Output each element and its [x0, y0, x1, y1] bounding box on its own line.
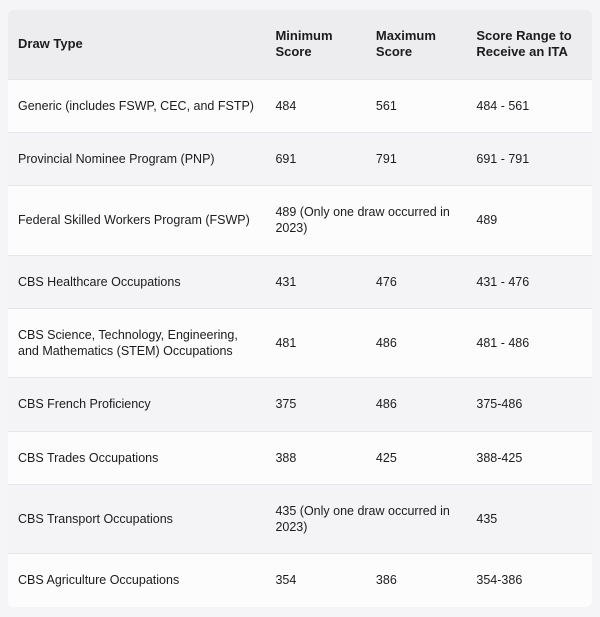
cell-max-score: 476	[366, 256, 466, 309]
table-row: Federal Skilled Workers Program (FSWP)48…	[8, 186, 592, 256]
cell-min-max-merged: 489 (Only one draw occurred in 2023)	[265, 186, 466, 256]
cell-draw-type: CBS Agriculture Occupations	[8, 554, 265, 606]
cell-min-score: 388	[265, 432, 365, 485]
table-row: Provincial Nominee Program (PNP)69179169…	[8, 133, 592, 186]
table-header-row: Draw Type Minimum Score Maximum Score Sc…	[8, 10, 592, 80]
cell-draw-type: Generic (includes FSWP, CEC, and FSTP)	[8, 80, 265, 133]
cell-draw-type: CBS Science, Technology, Engineering, an…	[8, 309, 265, 379]
draw-scores-table: Draw Type Minimum Score Maximum Score Sc…	[8, 10, 592, 607]
table-body: Generic (includes FSWP, CEC, and FSTP)48…	[8, 80, 592, 607]
table-row: CBS Agriculture Occupations354386354-386	[8, 554, 592, 606]
table-row: CBS Science, Technology, Engineering, an…	[8, 309, 592, 379]
cell-score-range: 691 - 791	[466, 133, 592, 186]
cell-score-range: 435	[466, 485, 592, 555]
cell-min-score: 354	[265, 554, 365, 606]
cell-score-range: 388-425	[466, 432, 592, 485]
cell-score-range: 354-386	[466, 554, 592, 606]
col-header-draw-type: Draw Type	[8, 10, 265, 80]
cell-min-score: 691	[265, 133, 365, 186]
cell-draw-type: Federal Skilled Workers Program (FSWP)	[8, 186, 265, 256]
cell-draw-type: CBS French Proficiency	[8, 378, 265, 431]
cell-min-score: 484	[265, 80, 365, 133]
cell-min-max-merged: 435 (Only one draw occurred in 2023)	[265, 485, 466, 555]
cell-draw-type: Provincial Nominee Program (PNP)	[8, 133, 265, 186]
table-row: CBS Transport Occupations435 (Only one d…	[8, 485, 592, 555]
table-row: CBS Trades Occupations388425388-425	[8, 432, 592, 485]
cell-min-score: 481	[265, 309, 365, 379]
cell-max-score: 486	[366, 378, 466, 431]
cell-draw-type: CBS Trades Occupations	[8, 432, 265, 485]
table-row: Generic (includes FSWP, CEC, and FSTP)48…	[8, 80, 592, 133]
table-row: CBS French Proficiency375486375-486	[8, 378, 592, 431]
cell-max-score: 561	[366, 80, 466, 133]
cell-score-range: 375-486	[466, 378, 592, 431]
cell-draw-type: CBS Transport Occupations	[8, 485, 265, 555]
cell-min-score: 375	[265, 378, 365, 431]
cell-min-score: 431	[265, 256, 365, 309]
cell-score-range: 481 - 486	[466, 309, 592, 379]
cell-max-score: 386	[366, 554, 466, 606]
cell-max-score: 791	[366, 133, 466, 186]
cell-max-score: 425	[366, 432, 466, 485]
cell-score-range: 431 - 476	[466, 256, 592, 309]
cell-score-range: 489	[466, 186, 592, 256]
cell-score-range: 484 - 561	[466, 80, 592, 133]
cell-draw-type: CBS Healthcare Occupations	[8, 256, 265, 309]
cell-max-score: 486	[366, 309, 466, 379]
col-header-score-range: Score Range to Receive an ITA	[466, 10, 592, 80]
col-header-min-score: Minimum Score	[265, 10, 365, 80]
col-header-max-score: Maximum Score	[366, 10, 466, 80]
table-row: CBS Healthcare Occupations431476431 - 47…	[8, 256, 592, 309]
